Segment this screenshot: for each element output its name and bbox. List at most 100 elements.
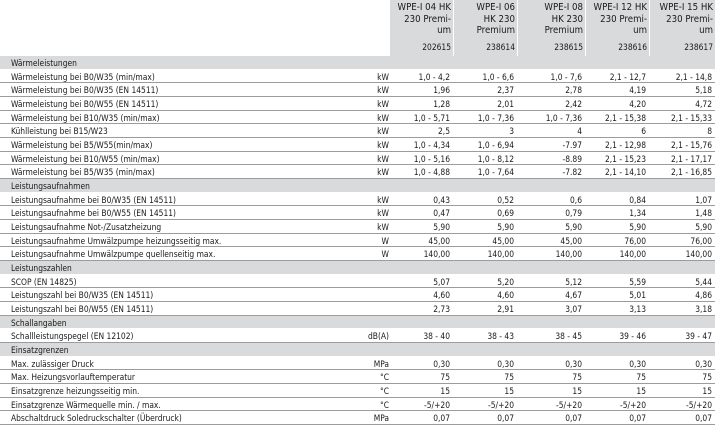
- row-label: Wärmeleistung bei B0/W35 (EN 14511): [11, 85, 159, 96]
- row-label: Leistungsaufnahme bei B0/W35 (EN 14511): [11, 194, 176, 205]
- table-row: Kühlleistung bei B15/W23 kW 2,5 3 4 6 8: [0, 124, 715, 139]
- table-cell: 38 - 43: [487, 331, 514, 342]
- column-divider: [389, 329, 390, 343]
- model-name: WPE-I 15 HK 230 Premi- um: [659, 2, 713, 36]
- section-title: Einsatzgrenzen: [11, 345, 69, 356]
- column-divider: [649, 397, 650, 411]
- column-header: WPE-I 12 HK 230 Premi- um 238616: [585, 0, 649, 56]
- row-label: Wärmeleistung bei B10/W35 (min/max): [11, 112, 160, 123]
- column-divider: [453, 138, 454, 151]
- column-divider: [649, 220, 650, 233]
- column-divider: [649, 124, 650, 138]
- table-cell: 2,91: [497, 304, 514, 315]
- row-unit: W: [381, 249, 389, 260]
- table-cell: 1,48: [695, 208, 712, 219]
- column-divider: [389, 138, 390, 151]
- column-divider: [649, 110, 650, 124]
- column-divider: [517, 83, 518, 97]
- column-divider: [389, 274, 390, 288]
- table-cell: 4,60: [497, 290, 514, 301]
- column-divider: [389, 233, 390, 247]
- table-cell: 76,00: [690, 235, 712, 246]
- table-cell: 2,1 - 16,85: [670, 167, 712, 178]
- table-cell: 75: [572, 372, 582, 383]
- row-unit: °C: [379, 372, 389, 383]
- column-divider: [649, 384, 650, 397]
- table-row: Leistungszahl bei B0/W35 (EN 14511) 4,60 4…: [0, 288, 715, 303]
- table-cell: 1,0 - 4,34: [413, 140, 450, 151]
- table-row: SCOP (EN 14825) 5,07 5,20 5,12 5,59 5,44: [0, 274, 715, 289]
- table-row: Wärmeleistung bei B5/W35 (min/max) kW 1,0 …: [0, 165, 715, 180]
- column-divider: [585, 192, 586, 206]
- column-divider: [453, 165, 454, 179]
- table-cell: 75: [702, 372, 712, 383]
- column-divider: [649, 288, 650, 302]
- column-divider: [649, 97, 650, 110]
- table-cell: 1,07: [695, 194, 712, 205]
- column-divider: [649, 274, 650, 288]
- table-cell: 5,20: [497, 276, 514, 287]
- table-header: WPE-I 04 HK 230 Premi- um 202615 WPE-I 06 …: [0, 0, 715, 56]
- column-divider: [517, 69, 518, 83]
- table-cell: 4,86: [695, 290, 712, 301]
- column-divider: [585, 356, 586, 370]
- table-cell: -5/+20: [488, 399, 514, 410]
- column-divider: [389, 411, 390, 425]
- table-cell: 2,01: [497, 99, 514, 110]
- table-cell: 2,73: [433, 304, 450, 315]
- column-divider: [517, 329, 518, 343]
- row-unit: °C: [379, 386, 389, 397]
- row-label: Einsatzgrenze heizungsseitig min.: [11, 386, 140, 397]
- column-divider: [517, 302, 518, 315]
- table-cell: 0,30: [695, 358, 712, 369]
- model-name: WPE-I 08 HK 230 Premium: [544, 2, 583, 36]
- column-divider: [649, 69, 650, 83]
- column-divider: [585, 397, 586, 411]
- row-label: Leistungszahl bei B0/W35 (EN 14511): [11, 290, 154, 301]
- row-unit: °C: [379, 399, 389, 410]
- table-cell: 15: [440, 386, 450, 397]
- table-cell: 5,07: [433, 276, 450, 287]
- column-divider: [649, 329, 650, 343]
- table-cell: 2,1 - 17,17: [670, 153, 712, 164]
- row-unit: dB(A): [368, 331, 389, 342]
- column-divider: [453, 110, 454, 124]
- table-cell: 4,20: [629, 99, 646, 110]
- table-cell: 1,0 - 8,12: [477, 153, 514, 164]
- table-cell: 2,78: [565, 85, 582, 96]
- table-cell: 1,0 - 4,2: [418, 71, 450, 82]
- table-cell: 5,90: [695, 222, 712, 233]
- row-label: Wärmeleistung bei B10/W55 (min/max): [11, 153, 160, 164]
- table-cell: 5,59: [629, 276, 646, 287]
- column-divider: [649, 302, 650, 315]
- table-cell: 4,67: [565, 290, 582, 301]
- table-cell: 38 - 45: [555, 331, 582, 342]
- column-divider: [585, 329, 586, 343]
- table-cell: -5/+20: [424, 399, 450, 410]
- table-cell: 3,18: [695, 304, 712, 315]
- column-divider: [453, 329, 454, 343]
- column-divider: [517, 206, 518, 220]
- column-divider: [453, 206, 454, 220]
- column-divider: [649, 247, 650, 261]
- row-label: Wärmeleistung bei B5/W55(min/max): [11, 140, 153, 151]
- table-cell: 0,6: [570, 194, 582, 205]
- table-row: Wärmeleistung bei B10/W35 (min/max) kW 1,0…: [0, 110, 715, 125]
- table-row: Wärmeleistung bei B10/W55 (min/max) kW 1,0…: [0, 151, 715, 166]
- table-row: Wärmeleistung bei B0/W55 (EN 14511) kW 1,2…: [0, 97, 715, 111]
- column-divider: [389, 384, 390, 397]
- table-cell: 15: [504, 386, 514, 397]
- column-divider: [585, 274, 586, 288]
- column-divider: [389, 83, 390, 97]
- table-cell: 75: [636, 372, 646, 383]
- table-row: Wärmeleistung bei B0/W35 (EN 14511) kW 1,9…: [0, 83, 715, 98]
- table-cell: 0,07: [497, 413, 514, 424]
- column-divider: [453, 192, 454, 206]
- table-cell: 15: [702, 386, 712, 397]
- table-row: Einsatzgrenze heizungsseitig min. °C 15 15 1…: [0, 384, 715, 398]
- column-divider: [453, 397, 454, 411]
- table-cell: -5/+20: [620, 399, 646, 410]
- column-divider: [389, 97, 390, 110]
- table-cell: 140,00: [685, 249, 712, 260]
- column-divider: [517, 192, 518, 206]
